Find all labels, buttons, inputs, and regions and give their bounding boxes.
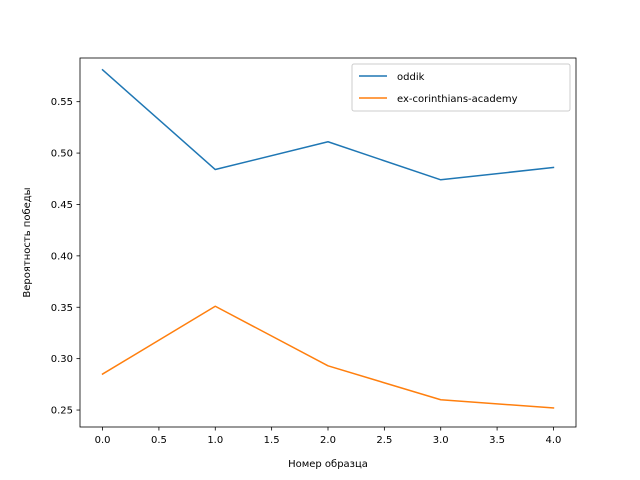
legend-label: ex-corinthians-academy xyxy=(397,94,518,105)
legend-box xyxy=(351,63,571,112)
y-axis: 0.25 0.30 0.35 0.40 0.45 0.50 0.55 xyxy=(51,97,80,417)
series-layer xyxy=(101,68,555,409)
y-tick-label: 0.30 xyxy=(51,354,73,365)
y-tick-label: 0.55 xyxy=(51,97,73,108)
x-tick-label: 0.5 xyxy=(151,435,167,446)
x-axis-label: Номер образца xyxy=(288,459,368,470)
series-line-ex-corinthians-academy xyxy=(101,305,555,409)
x-tick-label: 4.0 xyxy=(546,435,562,446)
x-tick-label: 3.0 xyxy=(433,435,449,446)
x-axis: 0.0 0.5 1.0 1.5 2.0 2.5 3.0 3.5 4.0 xyxy=(95,427,562,446)
series-line-oddik xyxy=(101,68,555,181)
y-tick-label: 0.35 xyxy=(51,303,73,314)
x-tick-label: 1.0 xyxy=(207,435,223,446)
y-tick-label: 0.50 xyxy=(51,149,73,160)
y-axis-label: Вероятность победы xyxy=(22,187,33,297)
x-tick-label: 1.5 xyxy=(264,435,280,446)
x-tick-label: 2.5 xyxy=(376,435,392,446)
y-tick-label: 0.25 xyxy=(51,406,73,417)
legend: oddik ex-corinthians-academy xyxy=(351,63,571,112)
x-tick-label: 0.0 xyxy=(95,435,111,446)
y-tick-label: 0.45 xyxy=(51,200,73,211)
legend-label: oddik xyxy=(397,72,425,83)
y-tick-label: 0.40 xyxy=(51,251,73,262)
x-tick-label: 2.0 xyxy=(320,435,336,446)
x-tick-label: 3.5 xyxy=(489,435,505,446)
